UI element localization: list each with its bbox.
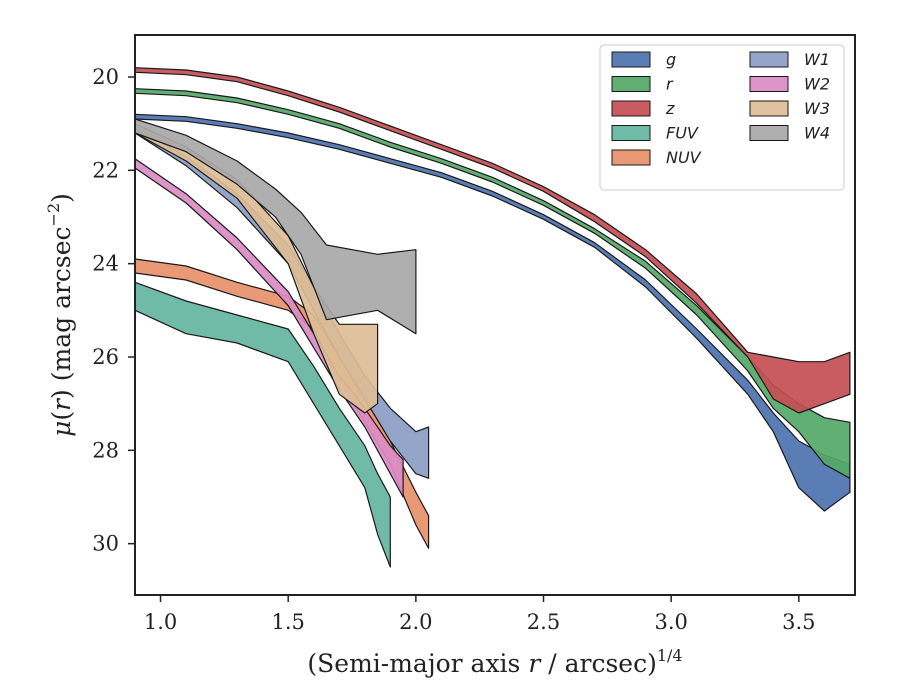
x-tick-label: 3.0 bbox=[654, 610, 687, 634]
y-axis-label: μ(r) (mag arcsec−2) bbox=[44, 193, 76, 437]
band-nuv bbox=[134, 258, 430, 549]
y-tick-label: 20 bbox=[92, 65, 119, 89]
series-bands bbox=[134, 67, 851, 568]
x-tick-label: 1.0 bbox=[144, 610, 177, 634]
x-axis-label-var: r bbox=[528, 649, 542, 678]
band-w4 bbox=[134, 118, 417, 335]
legend-swatch-g bbox=[611, 51, 651, 68]
y-axis-ticks: 20 22 24 26 28 30 bbox=[92, 65, 135, 556]
legend-label-fuv: FUV bbox=[666, 124, 699, 143]
x-axis-label-tail: / arcsec) bbox=[540, 649, 657, 678]
x-axis-ticks: 1.0 1.5 2.0 2.5 3.0 3.5 bbox=[144, 595, 816, 634]
legend-swatch-nuv bbox=[611, 149, 651, 166]
legend-label-z: z bbox=[665, 99, 675, 118]
legend-swatch-fuv bbox=[611, 125, 651, 141]
legend-swatch-z bbox=[611, 100, 651, 117]
band-r bbox=[134, 88, 851, 479]
y-tick-label: 28 bbox=[92, 438, 119, 462]
plot-frame bbox=[134, 34, 856, 596]
x-tick-label: 2.0 bbox=[399, 610, 432, 634]
y-tick-label: 30 bbox=[92, 532, 119, 556]
band-z bbox=[134, 67, 851, 414]
band-fuv bbox=[134, 281, 391, 568]
x-axis-label-exponent: 1/4 bbox=[657, 646, 683, 665]
y-axis-label-tail: ) (mag arcsec bbox=[47, 226, 76, 399]
legend-swatch-w2 bbox=[749, 76, 789, 92]
y-tick-label: 26 bbox=[92, 345, 119, 369]
legend-label-w1: W1 bbox=[804, 50, 830, 69]
x-tick-label: 3.5 bbox=[782, 610, 815, 634]
x-tick-label: 1.5 bbox=[271, 610, 304, 634]
y-axis-label-mu: μ bbox=[47, 421, 76, 437]
x-axis-label-main: (Semi-major axis bbox=[307, 649, 528, 678]
legend-swatch-w3 bbox=[749, 100, 789, 117]
y-tick-label: 22 bbox=[92, 158, 119, 182]
legend-label-nuv: NUV bbox=[666, 148, 702, 167]
legend: grz FUV NUV W1 W2 W3 W4 bbox=[599, 44, 845, 191]
legend-label-g: g bbox=[666, 50, 676, 69]
y-axis-label-close: ) bbox=[47, 193, 76, 203]
legend-label-w4: W4 bbox=[804, 124, 830, 143]
x-tick-label: 2.5 bbox=[527, 610, 560, 634]
y-axis-label-exponent: −2 bbox=[44, 203, 63, 227]
y-axis-label-var: r bbox=[47, 397, 76, 411]
legend-swatch-r bbox=[611, 76, 651, 92]
legend-label-w2: W2 bbox=[804, 75, 830, 94]
legend-swatch-w1 bbox=[749, 51, 789, 68]
legend-label-w3: W3 bbox=[804, 99, 830, 118]
y-axis-label-open: ( bbox=[47, 411, 76, 421]
band-w3 bbox=[134, 123, 379, 414]
legend-label-r: r bbox=[666, 75, 674, 94]
band-g bbox=[134, 113, 851, 512]
y-tick-label: 24 bbox=[92, 252, 119, 276]
band-w2 bbox=[134, 158, 404, 498]
legend-swatch-w4 bbox=[749, 125, 789, 141]
x-axis-label: (Semi-major axis r / arcsec)1/4 bbox=[307, 646, 682, 678]
